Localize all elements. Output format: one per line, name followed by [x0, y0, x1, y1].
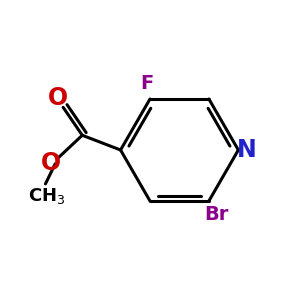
Text: O: O: [41, 151, 62, 175]
Text: F: F: [140, 74, 153, 93]
Text: Br: Br: [204, 205, 228, 224]
Text: O: O: [48, 86, 68, 110]
Text: CH$_3$: CH$_3$: [28, 186, 66, 206]
Text: N: N: [237, 138, 256, 162]
